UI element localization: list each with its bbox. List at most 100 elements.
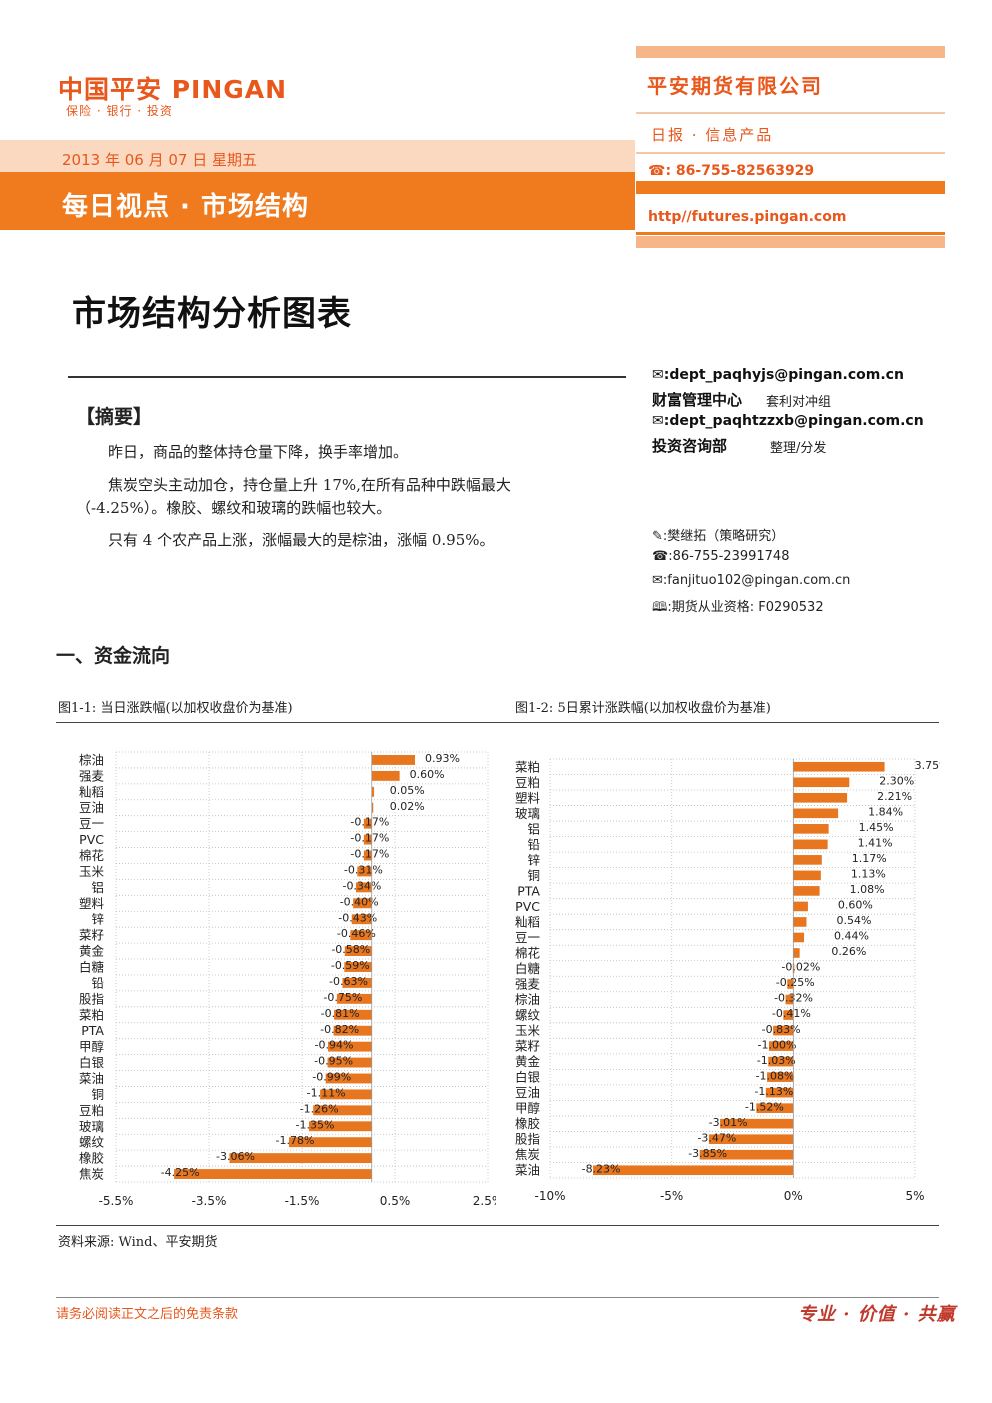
data-label: -4.25% <box>161 1166 200 1179</box>
contact-email-2[interactable]: ✉:dept_paqhtzzxb@pingan.com.cn <box>652 413 924 429</box>
data-label: 1.41% <box>858 837 893 850</box>
data-label: -0.43% <box>338 911 377 924</box>
data-label: -0.31% <box>344 864 383 877</box>
bar <box>793 948 800 958</box>
bar <box>328 1041 372 1052</box>
category-label: 螺纹 <box>79 1135 105 1150</box>
bar <box>793 870 821 881</box>
bar <box>767 1072 794 1082</box>
bar <box>787 979 794 989</box>
data-label: 0.02% <box>390 800 425 813</box>
category-label: 玻璃 <box>515 806 540 821</box>
category-label: 橡胶 <box>79 1151 104 1166</box>
figure-bottom-rule <box>56 1225 939 1226</box>
data-label: -0.59% <box>331 959 370 972</box>
data-label: -0.95% <box>314 1055 353 1068</box>
data-label: -0.34% <box>342 879 381 892</box>
data-label: 0.05% <box>390 784 425 797</box>
category-label: 强麦 <box>515 977 541 992</box>
data-label: -0.46% <box>337 927 376 940</box>
bar <box>371 802 374 813</box>
category-label: 菜粕 <box>515 759 540 774</box>
data-label: -0.63% <box>329 975 368 988</box>
data-label: -0.40% <box>340 895 379 908</box>
data-label: -0.17% <box>350 832 389 845</box>
bar <box>344 946 372 957</box>
bar <box>357 866 372 877</box>
figure-2-caption: 图1-2: 5日累计涨跌幅(以加权收盘价为基准) <box>515 701 771 716</box>
category-label: 锌 <box>91 912 104 927</box>
analyst-email[interactable]: ✉:fanjituo102@pingan.com.cn <box>652 573 851 588</box>
bar <box>793 839 828 850</box>
data-label: 1.17% <box>852 852 887 865</box>
footer-rule <box>56 1297 939 1298</box>
bar <box>756 1103 794 1113</box>
x-tick-label: 2.5% <box>473 1194 496 1208</box>
category-label: 股指 <box>79 991 104 1006</box>
bar <box>363 850 372 861</box>
bar <box>793 901 808 912</box>
category-label: 铅 <box>91 975 104 990</box>
category-label: 橡胶 <box>515 1116 540 1131</box>
data-label: -0.82% <box>320 1023 359 1036</box>
figure-top-rule <box>56 722 939 723</box>
contact-email-1[interactable]: ✉:dept_paqhyjs@pingan.com.cn <box>652 367 904 383</box>
panel-top-bar <box>636 46 945 58</box>
category-label: 棕油 <box>515 992 540 1007</box>
bar <box>783 1010 794 1020</box>
panel-divider <box>636 112 945 114</box>
bar <box>793 761 885 772</box>
bar <box>336 993 372 1004</box>
bar <box>793 808 839 819</box>
bar <box>351 914 372 925</box>
pingan-logo: 中国平安 PINGAN <box>58 75 288 104</box>
bar <box>785 994 794 1005</box>
bar <box>371 755 415 765</box>
bar <box>769 1041 794 1051</box>
report-date: 2013 年 06 月 07 日 星期五 <box>62 151 257 169</box>
bar <box>793 824 829 834</box>
data-label: -0.81% <box>321 1007 360 1020</box>
summary-para-1: 昨日，商品的整体持仓量下降，换手率增加。 <box>108 443 409 461</box>
bar <box>342 977 372 988</box>
data-label: -3.47% <box>697 1131 736 1144</box>
category-label: 股指 <box>515 1132 540 1147</box>
category-label: 籼稻 <box>79 784 104 799</box>
category-label: 豆油 <box>515 1085 540 1100</box>
data-label: -0.99% <box>312 1071 351 1084</box>
category-label: 铜 <box>91 1087 104 1102</box>
bar <box>353 898 372 909</box>
data-label: -8.23% <box>582 1162 621 1175</box>
category-label: 籼稻 <box>515 914 540 929</box>
disclaimer-link[interactable]: 请务必阅读正文之后的免责条款 <box>56 1307 239 1322</box>
category-label: 焦炭 <box>515 1147 540 1162</box>
dept-wealth-sub: 套利对冲组 <box>766 395 832 410</box>
category-label: 菜油 <box>79 1071 104 1086</box>
category-label: 豆粕 <box>515 775 540 790</box>
bar <box>363 818 372 829</box>
data-label: -0.17% <box>350 816 389 829</box>
data-label: 0.60% <box>410 768 445 781</box>
data-label: 0.26% <box>831 945 866 958</box>
category-label: 螺纹 <box>515 1008 541 1023</box>
bar <box>768 1056 794 1067</box>
category-label: 白糖 <box>515 961 541 976</box>
data-label: 1.13% <box>851 868 886 881</box>
category-label: 豆一 <box>79 816 104 831</box>
category-label: 白糖 <box>79 960 105 975</box>
category-label: 玉米 <box>79 864 105 879</box>
category-label: 塑料 <box>79 896 105 911</box>
company-url[interactable]: http//futures.pingan.com <box>648 209 847 225</box>
category-label: 豆粕 <box>79 1103 104 1118</box>
data-label: 0.54% <box>836 914 871 927</box>
bar <box>773 1025 794 1036</box>
category-label: 菜籽 <box>79 928 104 943</box>
data-label: -1.78% <box>276 1134 315 1147</box>
analyst-name: ✎:樊继拓（策略研究） <box>652 529 785 544</box>
category-label: 铝 <box>91 880 104 895</box>
category-label: 铜 <box>527 868 540 883</box>
bar <box>699 1149 794 1160</box>
category-label: 玻璃 <box>79 1119 104 1134</box>
x-tick-label: 0% <box>784 1189 803 1203</box>
bar <box>308 1121 372 1132</box>
